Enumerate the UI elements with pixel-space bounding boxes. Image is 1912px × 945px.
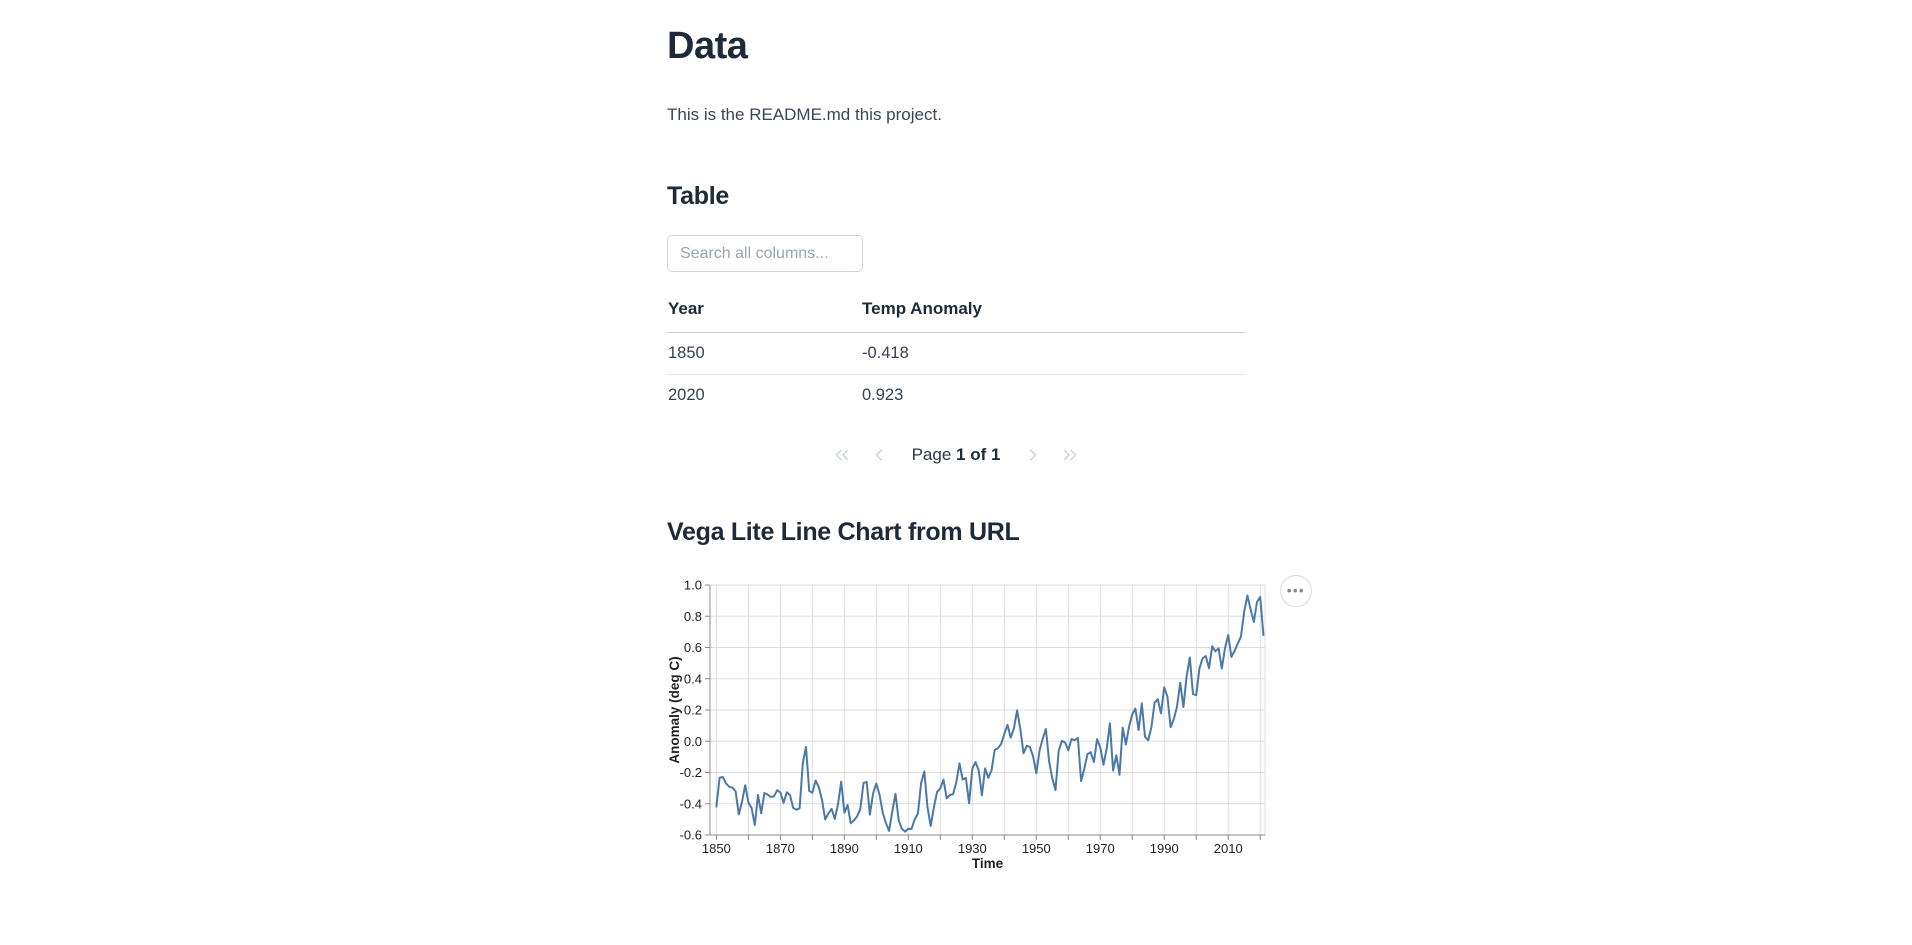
svg-text:Anomaly (deg C): Anomaly (deg C)	[667, 656, 682, 763]
table-row: 2020 0.923	[667, 375, 1245, 417]
previous-page-button[interactable]	[867, 443, 891, 467]
cell-temp-anomaly: -0.418	[861, 332, 1245, 375]
svg-text:0.2: 0.2	[684, 703, 702, 718]
line-chart-canvas: -0.6 -0.4 -0.2 0.0 0.2 0.4 0.6 0.8 1.0 1850 1870 18…	[667, 578, 1266, 871]
chevrons-left-icon	[835, 449, 848, 461]
svg-text:1870: 1870	[766, 841, 795, 856]
svg-text:-0.6: -0.6	[680, 828, 702, 843]
svg-text:1970: 1970	[1086, 841, 1115, 856]
table-section-heading: Table	[667, 182, 729, 210]
svg-text:-0.2: -0.2	[680, 765, 702, 780]
column-header-temp-anomaly[interactable]: Temp Anomaly	[861, 299, 1245, 333]
table-row: 1850 -0.418	[667, 332, 1245, 375]
readme-text: This is the README.md this project.	[667, 105, 942, 124]
cell-year: 2020	[668, 386, 705, 404]
svg-text:1950: 1950	[1022, 841, 1051, 856]
page-title: Data	[667, 25, 748, 67]
svg-text:1990: 1990	[1150, 841, 1179, 856]
svg-text:1930: 1930	[958, 841, 987, 856]
svg-text:0.0: 0.0	[684, 734, 702, 749]
chevron-left-icon	[875, 449, 882, 461]
search-input[interactable]	[667, 235, 863, 272]
pagination: Page 1 of 1	[667, 440, 1245, 470]
svg-text:Time: Time	[972, 856, 1004, 871]
page-label: Page	[911, 445, 952, 464]
chevron-right-icon	[1030, 449, 1037, 461]
chart-section-heading: Vega Lite Line Chart from URL	[667, 518, 1020, 546]
table-header-row: Year Temp Anomaly	[667, 299, 1245, 333]
chevrons-right-icon	[1064, 449, 1077, 461]
chart-actions-button[interactable]: •••	[1280, 575, 1312, 607]
vega-line-chart: -0.6 -0.4 -0.2 0.0 0.2 0.4 0.6 0.8 1.0 1850 1870 18…	[667, 560, 1327, 895]
ellipsis-icon: •••	[1286, 582, 1306, 598]
svg-text:1890: 1890	[830, 841, 859, 856]
page-indicator: Page 1 of 1	[912, 445, 1001, 465]
data-table: Year Temp Anomaly 1850 -0.418 2020 0.923	[667, 299, 1245, 416]
next-page-button[interactable]	[1021, 443, 1045, 467]
svg-text:0.4: 0.4	[684, 671, 702, 686]
svg-text:1.0: 1.0	[684, 578, 702, 593]
svg-text:1850: 1850	[702, 841, 731, 856]
svg-text:1910: 1910	[894, 841, 923, 856]
column-header-year[interactable]: Year	[667, 299, 861, 333]
svg-text:2010: 2010	[1214, 841, 1243, 856]
last-page-button[interactable]	[1058, 443, 1082, 467]
svg-text:-0.4: -0.4	[680, 796, 702, 811]
svg-text:0.6: 0.6	[684, 640, 702, 655]
svg-text:0.8: 0.8	[684, 609, 702, 624]
cell-temp-anomaly: 0.923	[862, 386, 904, 404]
first-page-button[interactable]	[830, 443, 854, 467]
cell-year: 1850	[667, 332, 861, 375]
page-value: 1 of 1	[956, 445, 1001, 464]
